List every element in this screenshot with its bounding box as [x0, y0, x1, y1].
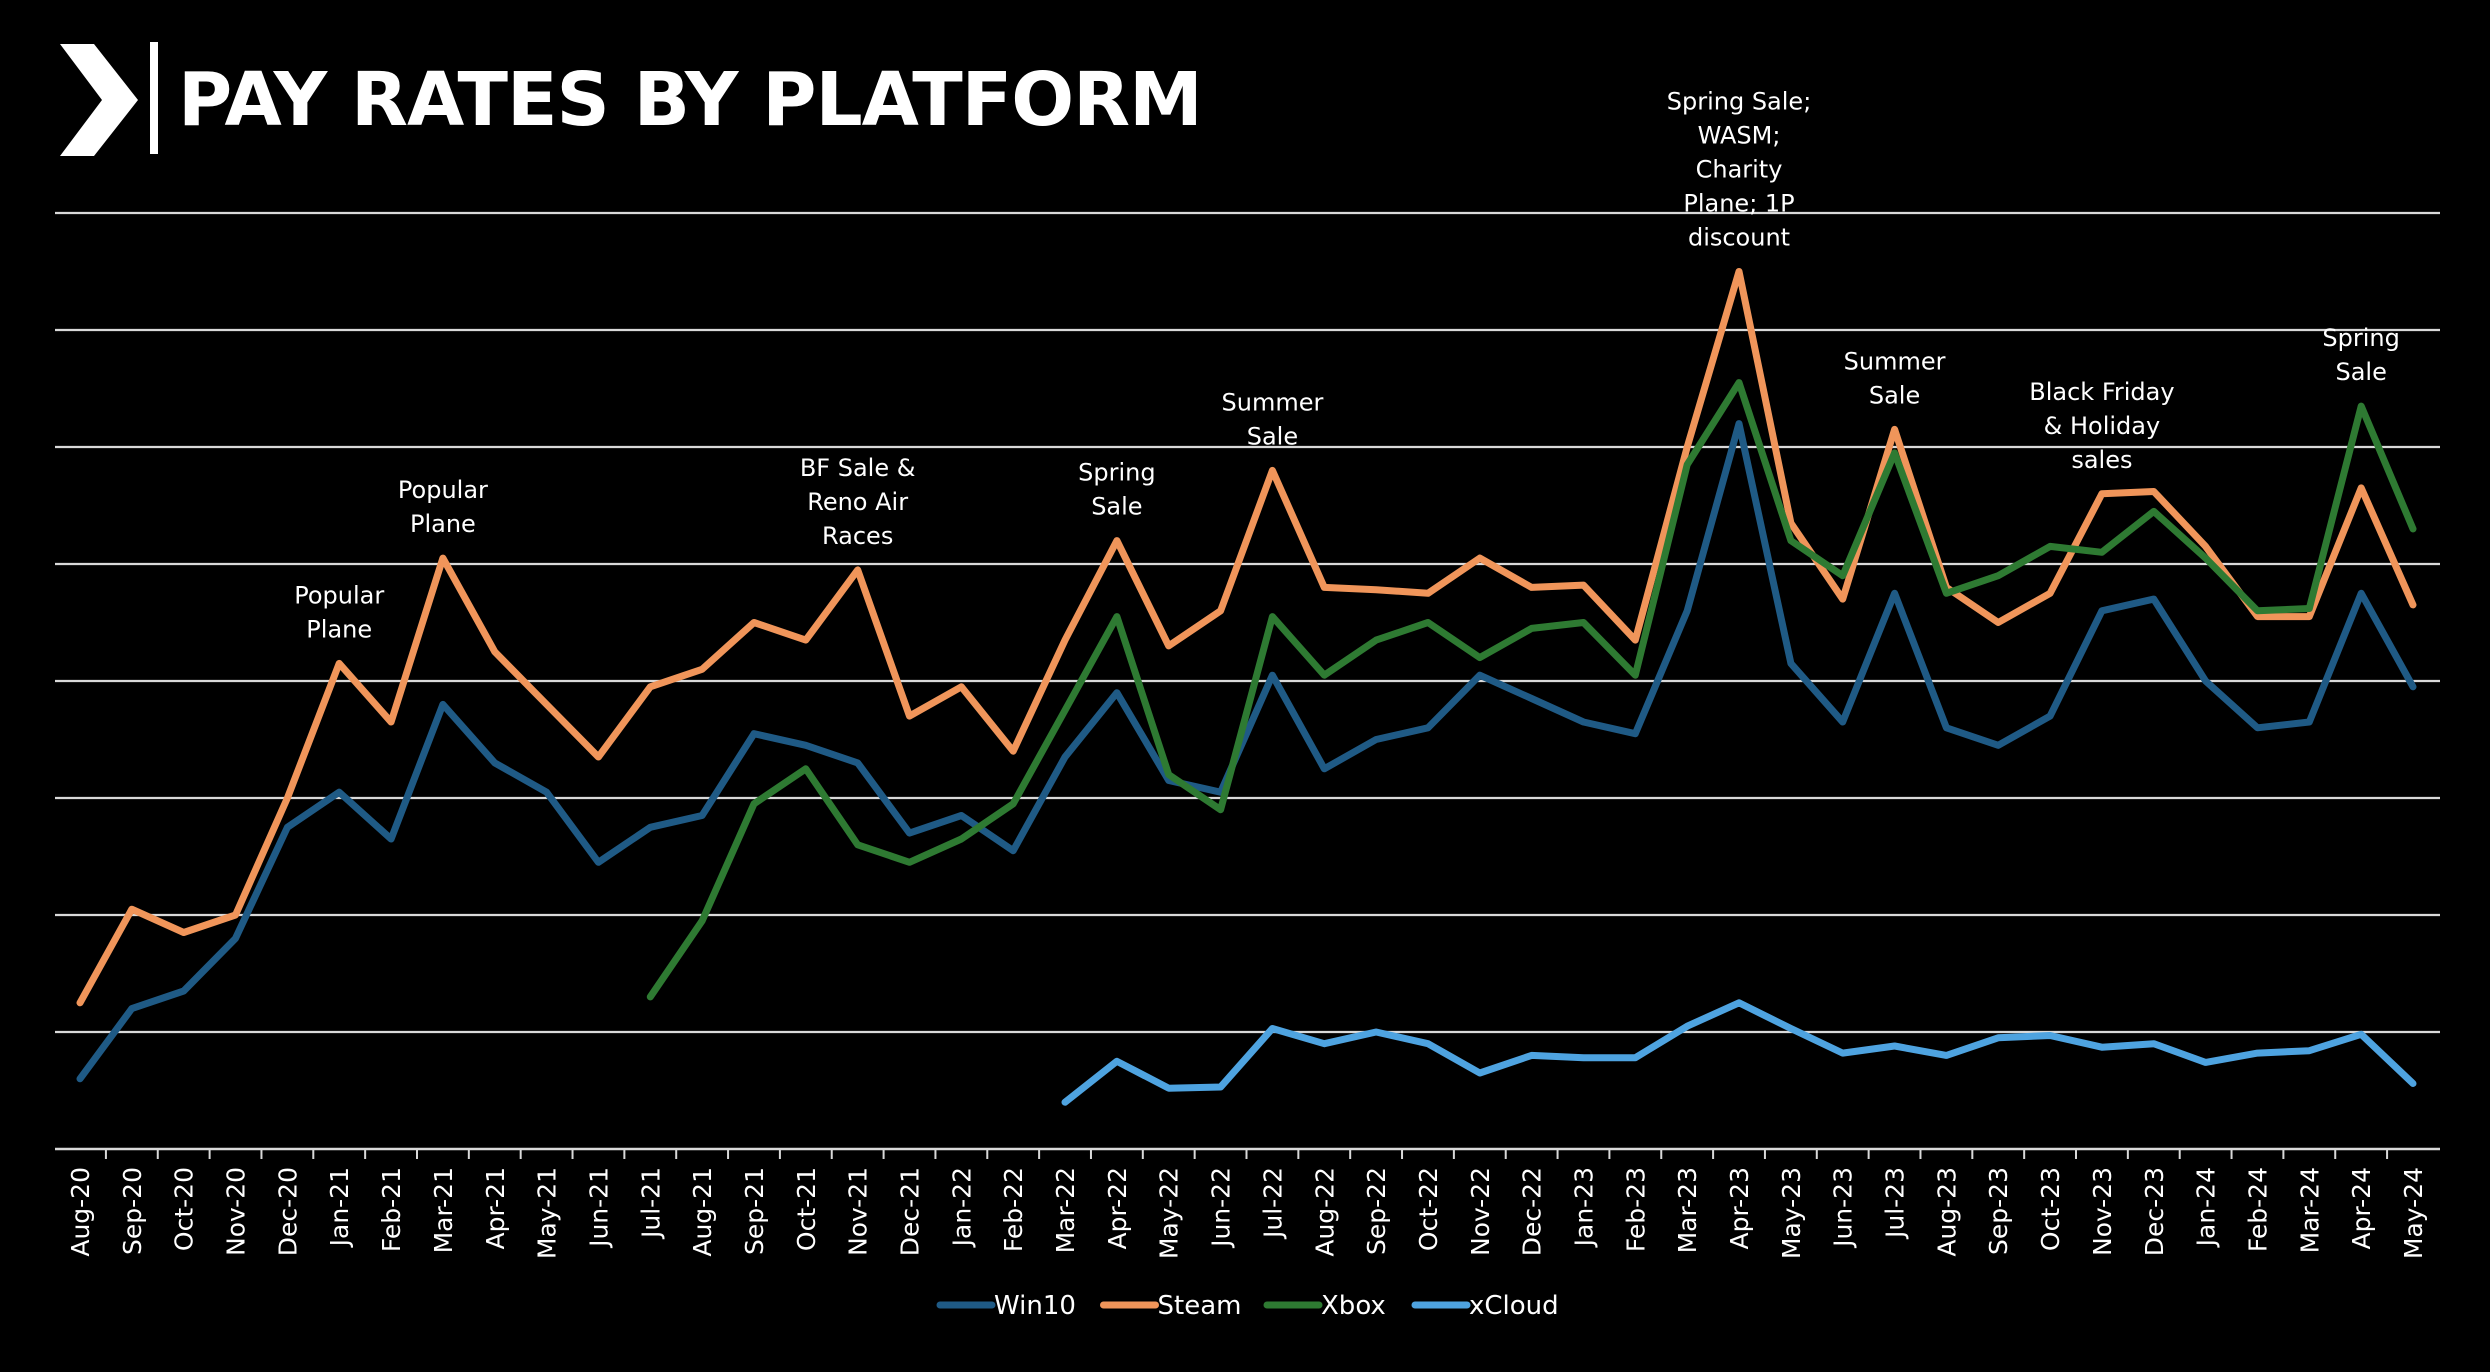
legend-item-xcloud: xCloud [1411, 1291, 1559, 1321]
legend-item-win10: Win10 [936, 1291, 1076, 1321]
series-line-xcloud [1061, 999, 2417, 1106]
x-tick-label: Jun-23 [1829, 1167, 1858, 1249]
x-tick-label: Jul-23 [1881, 1167, 1910, 1240]
x-tick-label: Dec-23 [2140, 1167, 2169, 1256]
x-tick-label: Dec-20 [273, 1167, 302, 1256]
x-tick-label: Jun-21 [584, 1167, 613, 1249]
x-tick-label: Jan-24 [2192, 1167, 2221, 1248]
legend-label: xCloud [1469, 1291, 1559, 1321]
x-tick-label: Nov-20 [222, 1167, 251, 1256]
x-tick-label: Apr-21 [481, 1167, 510, 1249]
x-tick-label: Aug-20 [66, 1167, 95, 1257]
legend-label: Xbox [1321, 1291, 1386, 1321]
x-tick-label: Jan-21 [325, 1167, 354, 1248]
x-tick-label: Aug-23 [1932, 1167, 1961, 1257]
series-line-xbox [646, 379, 2417, 1001]
title-divider [150, 42, 158, 154]
x-tick-label: Feb-23 [1621, 1167, 1650, 1252]
x-tick-label: Jun-22 [1207, 1167, 1236, 1249]
x-tick-label: Jan-23 [1569, 1167, 1598, 1248]
x-tick-label: Oct-22 [1414, 1167, 1443, 1251]
legend-label: Win10 [994, 1291, 1076, 1321]
legend: Win10 Steam Xbox xCloud [936, 1291, 1559, 1321]
annotation-label: Black Friday & Holiday sales [2029, 378, 2174, 474]
x-tick-label: Apr-24 [2347, 1167, 2376, 1249]
x-tick-label: Sep-23 [1984, 1167, 2013, 1255]
annotation-label: Popular Plane [398, 476, 488, 538]
x-tick-label: Nov-22 [1466, 1167, 1495, 1256]
x-tick-label: Feb-24 [2243, 1167, 2272, 1252]
x-tick-label: May-24 [2399, 1167, 2428, 1259]
x-tick-label: Sep-22 [1362, 1167, 1391, 1255]
series-line-steam [76, 268, 2417, 1007]
x-tick-label: May-23 [1777, 1167, 1806, 1259]
x-tick-label: Dec-21 [896, 1167, 925, 1256]
legend-label: Steam [1158, 1291, 1242, 1321]
annotation-label: BF Sale & Reno Air Races [800, 454, 916, 550]
x-tick-label: Apr-22 [1103, 1167, 1132, 1249]
annotation-label: Popular Plane [294, 581, 384, 643]
annotation-label: Spring Sale; WASM; Charity Plane; 1P discoun… [1667, 88, 1812, 252]
annotation-label: Summer Sale [1844, 347, 1946, 409]
annotation-label: Spring Sale [1078, 459, 1155, 521]
x-tick-label: Apr-23 [1725, 1167, 1754, 1249]
x-tick-label: Dec-22 [1518, 1167, 1547, 1256]
x-tick-label: Mar-22 [1051, 1167, 1080, 1253]
x-tick-label: Oct-20 [170, 1167, 199, 1251]
x-tick-label: Nov-21 [844, 1167, 873, 1256]
gridlines [55, 211, 2440, 1151]
x-tick-label: Mar-23 [1673, 1167, 1702, 1253]
legend-item-xbox: Xbox [1263, 1291, 1386, 1321]
x-tick-label: May-22 [1155, 1167, 1184, 1259]
x-tick-label: Nov-23 [2088, 1167, 2117, 1256]
x-tick-label: May-21 [533, 1167, 562, 1259]
annotation-label: Spring Sale [2322, 324, 2399, 386]
chevron-logo-icon [60, 44, 138, 156]
x-tick-label: Jan-22 [947, 1167, 976, 1248]
x-axis-ticks: Aug-20 Sep-20 Oct-20 Nov-20 Dec-20 Jan-21 Feb-… [66, 1149, 2428, 1259]
x-tick-label: Aug-22 [1310, 1167, 1339, 1257]
x-tick-label: Sep-21 [740, 1167, 769, 1255]
x-tick-label: Oct-21 [792, 1167, 821, 1251]
x-tick-label: Aug-21 [688, 1167, 717, 1257]
x-tick-label: Oct-23 [2036, 1167, 2065, 1251]
x-tick-label: Mar-24 [2295, 1167, 2324, 1253]
x-tick-label: Feb-22 [999, 1167, 1028, 1252]
x-tick-label: Mar-21 [429, 1167, 458, 1253]
annotation-label: Summer Sale [1222, 388, 1324, 450]
series-lines [76, 268, 2417, 1106]
x-tick-label: Jul-22 [1258, 1167, 1287, 1240]
chart-title: PAY RATES BY PLATFORM [178, 57, 1203, 143]
series-line-win10 [76, 420, 2417, 1083]
legend-item-steam: Steam [1100, 1291, 1242, 1321]
x-tick-label: Feb-21 [377, 1167, 406, 1252]
x-tick-label: Jul-21 [636, 1167, 665, 1240]
x-tick-label: Sep-20 [118, 1167, 147, 1255]
